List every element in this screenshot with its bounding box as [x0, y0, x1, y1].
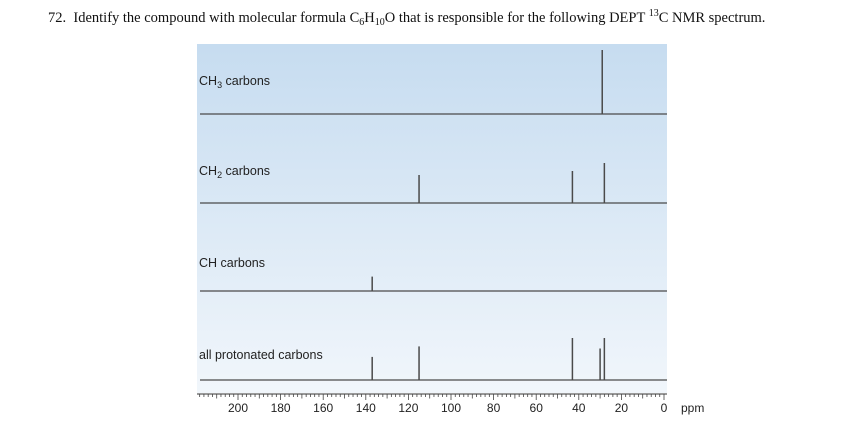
axis-tick-label: 100: [441, 401, 461, 415]
axis-tick-label: 0: [661, 401, 668, 415]
axis-tick-label: 20: [615, 401, 629, 415]
panel-label-ch: CH carbons: [199, 256, 265, 272]
panel-label-all-protonated: all protonated carbons: [199, 348, 323, 364]
axis-tick-label: 160: [313, 401, 333, 415]
axis-tick-label: 60: [530, 401, 544, 415]
spectrum-background: [197, 44, 667, 393]
panel-label-ch2: CH2 carbons: [199, 164, 270, 180]
axis-unit-label: ppm: [681, 401, 704, 415]
axis-tick-label: 200: [228, 401, 248, 415]
axis-tick-label: 40: [572, 401, 586, 415]
panel-label-ch3: CH3 carbons: [199, 74, 270, 90]
axis-tick-label: 140: [356, 401, 376, 415]
axis-tick-label: 120: [398, 401, 418, 415]
axis-tick-label: 80: [487, 401, 501, 415]
axis-tick-label: 180: [271, 401, 291, 415]
